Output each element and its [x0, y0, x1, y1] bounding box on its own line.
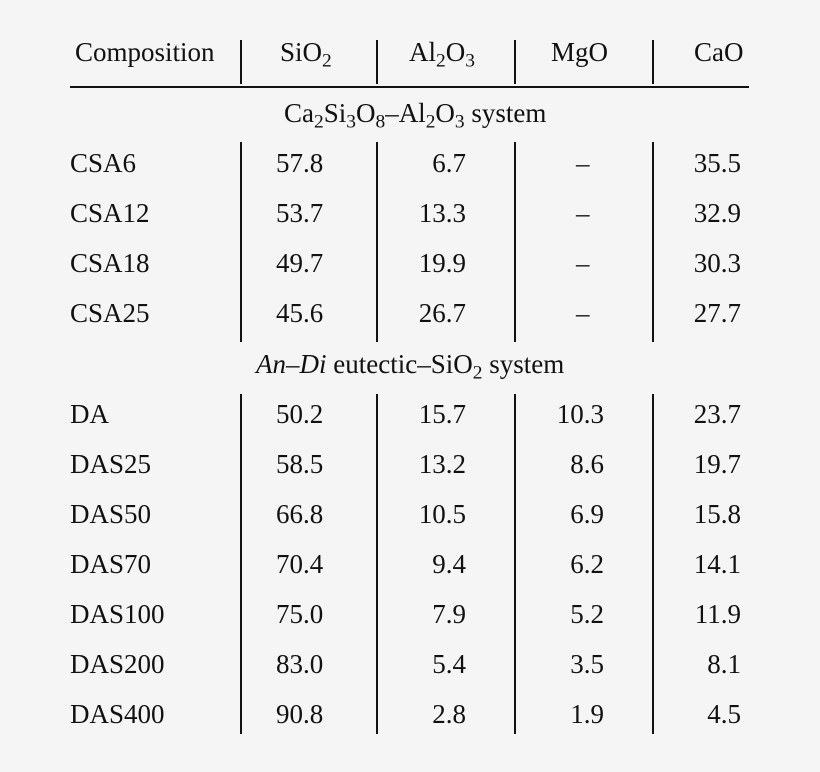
section1-divider [376, 142, 378, 342]
cell-sio2: 53.7 [276, 198, 324, 228]
cell-mgo: 6.9 [570, 499, 604, 529]
cell-al2o3: 6.7 [432, 148, 466, 178]
header-divider [514, 40, 516, 84]
row-name: DAS400 [70, 699, 165, 729]
cell-mgo: 6.2 [570, 549, 604, 579]
cell-mgo: 5.2 [570, 599, 604, 629]
cell-al2o3: 5.4 [432, 649, 466, 679]
section2-divider [240, 394, 242, 734]
cell-cao: 32.9 [693, 198, 741, 228]
section2-divider [652, 394, 654, 734]
section-heading-cso-alo: Ca2Si3O8–Al2O3 system [284, 98, 547, 133]
header-al2o3: Al2O3 [409, 37, 475, 72]
header-composition: Composition [75, 37, 215, 67]
header-divider [376, 40, 378, 84]
cell-sio2: 57.8 [276, 148, 324, 178]
cell-mgo: – [576, 198, 590, 228]
cell-mgo: – [576, 248, 590, 278]
section1-divider [240, 142, 242, 342]
cell-sio2: 75.0 [276, 599, 324, 629]
section2-divider [514, 394, 516, 734]
cell-al2o3: 13.3 [418, 198, 466, 228]
section1-divider [652, 142, 654, 342]
cell-cao: 35.5 [693, 148, 741, 178]
cell-cao: 14.1 [693, 549, 741, 579]
cell-mgo: – [576, 298, 590, 328]
header-mgo: MgO [551, 37, 609, 67]
row-name: DA [70, 399, 109, 429]
cell-sio2: 66.8 [276, 499, 324, 529]
row-name: CSA12 [70, 198, 150, 228]
cell-sio2: 45.6 [276, 298, 324, 328]
cell-mgo: – [576, 148, 590, 178]
cell-mgo: 1.9 [570, 699, 604, 729]
cell-cao: 4.5 [707, 699, 741, 729]
cell-cao: 30.3 [693, 248, 741, 278]
cell-al2o3: 19.9 [418, 248, 466, 278]
cell-sio2: 49.7 [276, 248, 324, 278]
section1-divider [514, 142, 516, 342]
section-heading-an-di: An–Di eutectic–SiO2 system [256, 349, 565, 384]
cell-mgo: 10.3 [556, 399, 604, 429]
header-divider [240, 40, 242, 84]
cell-al2o3: 26.7 [418, 298, 466, 328]
row-name: DAS70 [70, 549, 152, 579]
cell-al2o3: 15.7 [418, 399, 466, 429]
header-rule [70, 86, 749, 88]
row-name: DAS50 [70, 499, 152, 529]
row-name: DAS100 [70, 599, 165, 629]
cell-al2o3: 13.2 [418, 449, 466, 479]
cell-cao: 19.7 [693, 449, 741, 479]
cell-sio2: 58.5 [276, 449, 324, 479]
cell-al2o3: 9.4 [432, 549, 466, 579]
cell-cao: 11.9 [694, 599, 741, 629]
cell-cao: 23.7 [693, 399, 741, 429]
cell-cao: 8.1 [707, 649, 741, 679]
row-name: CSA25 [70, 298, 150, 328]
cell-cao: 27.7 [693, 298, 741, 328]
cell-sio2: 50.2 [276, 399, 324, 429]
row-name: CSA6 [70, 148, 137, 178]
cell-sio2: 70.4 [276, 549, 324, 579]
cell-cao: 15.8 [693, 499, 741, 529]
cell-al2o3: 2.8 [432, 699, 466, 729]
row-name: DAS25 [70, 449, 152, 479]
row-name: DAS200 [70, 649, 165, 679]
cell-sio2: 83.0 [276, 649, 324, 679]
row-name: CSA18 [70, 248, 150, 278]
cell-sio2: 90.8 [276, 699, 324, 729]
header-cao: CaO [694, 37, 744, 67]
cell-al2o3: 7.9 [432, 599, 466, 629]
section2-divider [376, 394, 378, 734]
header-sio2: SiO2 [280, 37, 332, 72]
cell-al2o3: 10.5 [418, 499, 466, 529]
header-divider [652, 40, 654, 84]
cell-mgo: 3.5 [570, 649, 604, 679]
cell-mgo: 8.6 [570, 449, 604, 479]
